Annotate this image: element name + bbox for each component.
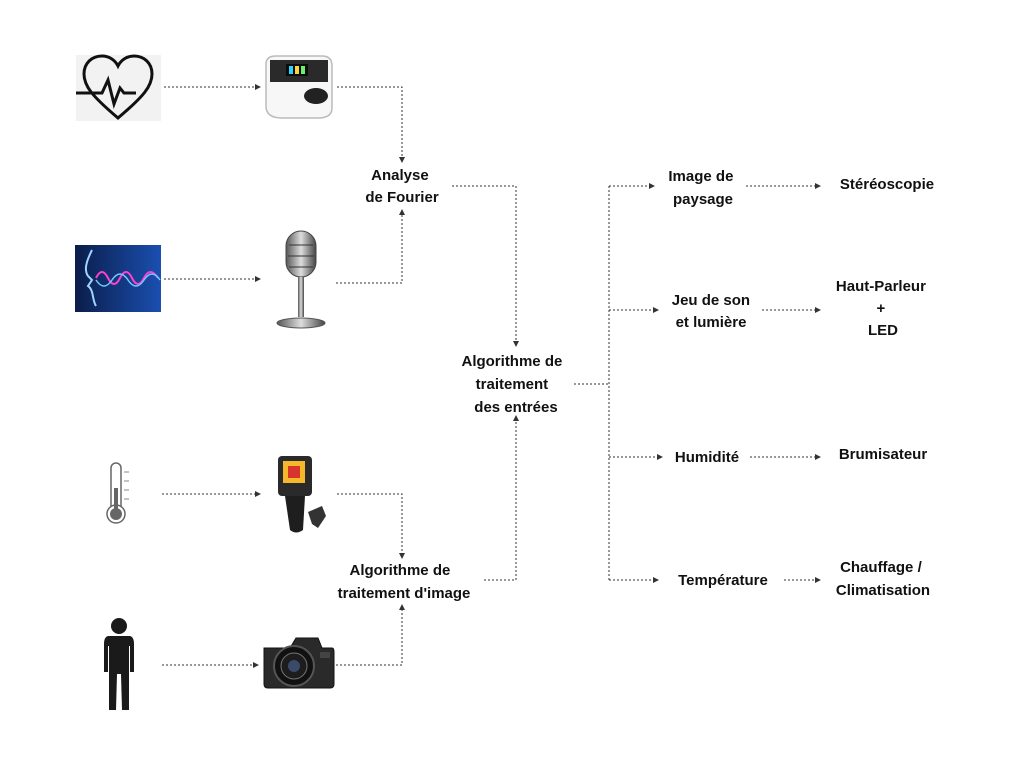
connector-image-algo-to-input-algo <box>484 415 519 581</box>
node-input-algo: Algorithme de traitement des entrées <box>461 353 566 416</box>
thermal-camera-icon <box>278 456 326 533</box>
node-mister: Brumisateur <box>839 446 928 463</box>
node-landscape: Image de paysage <box>668 168 737 208</box>
connector-camera-to-image-algo <box>336 604 405 666</box>
microphone-icon <box>276 230 326 329</box>
node-sound-light: Jeu de son et lumière <box>672 292 755 331</box>
person-silhouette-icon <box>104 618 134 710</box>
dslr-camera-icon <box>263 637 335 689</box>
pulse-oximeter-icon <box>265 55 333 119</box>
heartbeat-icon <box>76 54 161 121</box>
connector-thermal-to-image-algo <box>337 493 405 559</box>
connectors <box>162 84 821 668</box>
connector-fourier-to-input-algo <box>452 185 519 347</box>
connector-oximeter-to-fourier <box>337 86 405 163</box>
node-hvac: Chauffage / Climatisation <box>836 559 930 599</box>
voice-wave-icon <box>75 245 161 312</box>
thermometer-icon <box>106 462 129 524</box>
connector-microphone-to-fourier <box>336 209 405 284</box>
node-fourier: Analyse de Fourier <box>365 167 439 206</box>
node-temperature: Température <box>678 572 768 589</box>
node-image-algo: Algorithme de traitement d'image <box>338 562 471 602</box>
node-stereo: Stéréoscopie <box>840 176 934 193</box>
node-speaker-led: Haut-Parleur + LED <box>836 278 930 339</box>
node-humidity: Humidité <box>675 449 739 466</box>
